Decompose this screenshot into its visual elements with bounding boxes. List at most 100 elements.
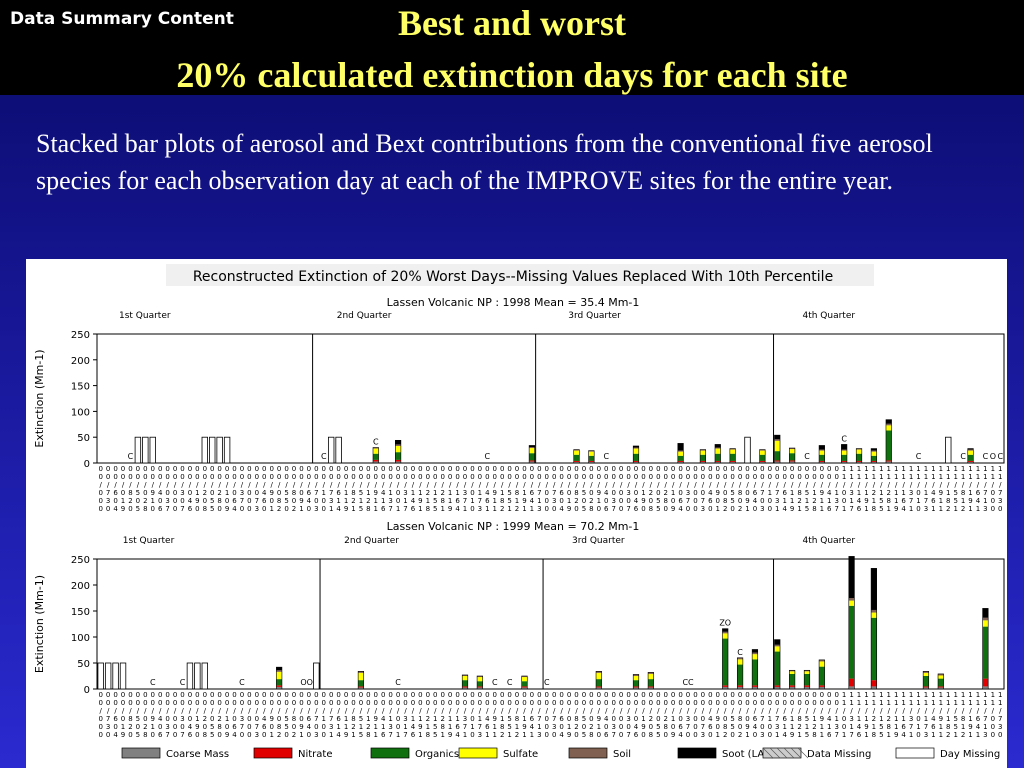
date-tick-label: 0 xyxy=(98,723,102,731)
bar-segment xyxy=(714,461,721,463)
bar-day-missing xyxy=(945,436,952,464)
date-tick-label: 6 xyxy=(530,715,535,723)
date-tick-label: 1 xyxy=(329,731,333,739)
bar-segment xyxy=(819,686,825,689)
date-tick-label: 0 xyxy=(537,473,541,481)
date-tick-label: 1 xyxy=(366,489,370,497)
bar-segment xyxy=(789,449,795,454)
date-tick-label: 0 xyxy=(478,691,482,699)
date-tick-label: / xyxy=(940,707,943,715)
date-tick-label: 8 xyxy=(366,731,370,739)
date-tick-label: 0 xyxy=(470,731,474,739)
date-tick-label: 7 xyxy=(165,505,169,513)
bar-segment xyxy=(358,671,364,673)
date-tick-label: 8 xyxy=(292,489,296,497)
date-tick-label: 0 xyxy=(329,691,333,699)
date-tick-label: 0 xyxy=(619,715,623,723)
date-tick-label: 1 xyxy=(121,723,125,731)
date-tick-label: 1 xyxy=(820,505,824,513)
date-tick-label: 1 xyxy=(887,731,891,739)
date-tick-label: 0 xyxy=(121,489,125,497)
date-tick-label: 0 xyxy=(121,699,125,707)
date-tick-label: 2 xyxy=(515,731,519,739)
date-tick-label: 0 xyxy=(656,465,660,473)
date-tick-label: 0 xyxy=(240,465,244,473)
date-tick-label: 9 xyxy=(567,731,571,739)
date-tick-label: 8 xyxy=(872,731,876,739)
date-tick-label: / xyxy=(278,481,281,489)
date-tick-label: 0 xyxy=(842,497,846,505)
date-tick-label: 0 xyxy=(351,699,355,707)
date-tick-label: 7 xyxy=(924,497,928,505)
date-tick-label: 0 xyxy=(143,691,147,699)
bar-segment xyxy=(395,461,401,463)
date-tick-label: 0 xyxy=(143,699,147,707)
bar-segment xyxy=(841,454,847,461)
date-tick-label: 0 xyxy=(686,473,690,481)
date-tick-label: 8 xyxy=(961,489,965,497)
date-tick-label: 0 xyxy=(760,473,764,481)
date-tick-label: 1 xyxy=(916,699,920,707)
date-tick-label: 1 xyxy=(827,497,831,505)
date-tick-label: 1 xyxy=(864,699,868,707)
date-tick-label: 1 xyxy=(567,497,571,505)
bar-segment xyxy=(633,687,639,689)
date-tick-label: 5 xyxy=(507,723,511,731)
date-tick-label: 0 xyxy=(805,691,809,699)
bar-outline xyxy=(647,672,654,690)
bar-segment xyxy=(871,451,877,456)
date-tick-label: 0 xyxy=(203,465,207,473)
date-tick-label: / xyxy=(100,707,103,715)
date-tick-label: 0 xyxy=(158,699,162,707)
date-tick-label: 2 xyxy=(366,723,370,731)
date-tick-label: / xyxy=(888,481,891,489)
date-tick-label: 0 xyxy=(530,691,534,699)
date-tick-label: 8 xyxy=(946,497,950,505)
date-tick-label: 0 xyxy=(173,731,177,739)
bar-segment xyxy=(729,460,736,462)
date-tick-label: 0 xyxy=(782,465,786,473)
date-tick-label: 0 xyxy=(255,489,259,497)
date-tick-label: 9 xyxy=(225,505,229,513)
date-tick-label: 0 xyxy=(173,691,177,699)
date-tick-label: 0 xyxy=(545,505,549,513)
date-tick-label: 8 xyxy=(589,731,593,739)
date-tick-label: 9 xyxy=(299,723,303,731)
bar-segment xyxy=(841,460,847,462)
date-tick-label: 0 xyxy=(203,497,207,505)
bar-day-missing xyxy=(142,436,149,464)
date-tick-label: 1 xyxy=(842,465,846,473)
date-tick-label: 0 xyxy=(619,691,623,699)
date-tick-label: 0 xyxy=(619,497,623,505)
bar-segment xyxy=(633,674,639,676)
date-tick-label: 3 xyxy=(775,723,779,731)
date-tick-label: 4 xyxy=(708,489,713,497)
date-tick-label: / xyxy=(397,707,400,715)
date-tick-label: 0 xyxy=(582,723,586,731)
bar-day-missing xyxy=(223,436,231,464)
date-tick-label: 1 xyxy=(872,699,876,707)
date-tick-label: 0 xyxy=(128,731,132,739)
date-tick-label: 0 xyxy=(381,699,385,707)
date-tick-label: 1 xyxy=(968,699,972,707)
bar-segment xyxy=(752,686,758,689)
date-tick-label: 0 xyxy=(98,505,102,513)
date-tick-label: / xyxy=(717,481,720,489)
date-tick-label: 1 xyxy=(842,699,846,707)
date-tick-label: 0 xyxy=(247,691,251,699)
date-tick-label: 0 xyxy=(173,723,177,731)
date-tick-label: 0 xyxy=(790,465,794,473)
date-tick-label: 0 xyxy=(151,505,155,513)
date-tick-label: / xyxy=(769,481,772,489)
date-tick-label: / xyxy=(910,481,913,489)
date-tick-label: 1 xyxy=(470,497,474,505)
bar-segment xyxy=(276,679,282,686)
date-tick-label: 0 xyxy=(128,699,132,707)
bar-segment xyxy=(848,556,855,598)
date-tick-label: 0 xyxy=(619,723,623,731)
date-tick-label: 1 xyxy=(924,465,928,473)
date-tick-label: 7 xyxy=(849,505,853,513)
bar-segment xyxy=(588,451,595,456)
date-tick-label: 1 xyxy=(745,731,749,739)
date-tick-label: 2 xyxy=(812,723,816,731)
